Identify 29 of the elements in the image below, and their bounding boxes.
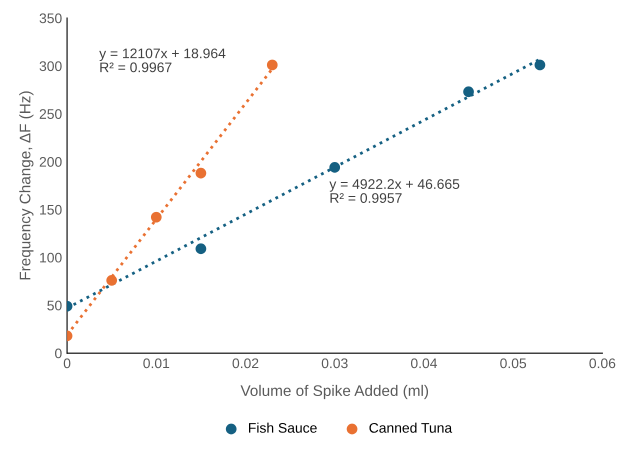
point [266,60,278,70]
y-tick-label: 150 [40,204,62,215]
point [463,86,474,98]
x-tick-label: 0.06 [589,358,616,368]
point [150,212,162,223]
point [106,275,118,286]
x-tick-label: 0.02 [232,358,258,368]
annotation: y = 12107x + 18.964 R² = 0.9967 [99,48,226,72]
x-tick-label: 0 [64,358,70,368]
y-tick-label: 250 [40,109,62,119]
y-tick-label: 100 [40,252,62,263]
y-tick-label: 300 [40,61,62,72]
x-axis-title: Volume of Spike Added (ml) [240,384,428,400]
point [196,243,206,254]
y-tick-label: 50 [47,300,62,310]
x-tick-label: 0.05 [500,358,526,368]
point [329,162,340,173]
legend-label: Fish Sauce [249,422,317,433]
point [534,60,546,70]
x-tick-label: 0.03 [322,358,348,368]
legend-label: Canned Tuna [369,422,452,433]
annotation: y = 4922.2x + 46.665 R² = 0.9957 [329,179,460,203]
y-tick-label: 0 [55,348,62,358]
x-tick-label: 0.01 [143,358,170,368]
y-axis-title: Frequency Change, ΔF (Hz) [19,91,34,280]
x-tick-label: 0.04 [410,358,438,368]
y-tick-label: 350 [40,13,62,24]
point [196,168,206,178]
y-tick-label: 200 [40,156,62,167]
